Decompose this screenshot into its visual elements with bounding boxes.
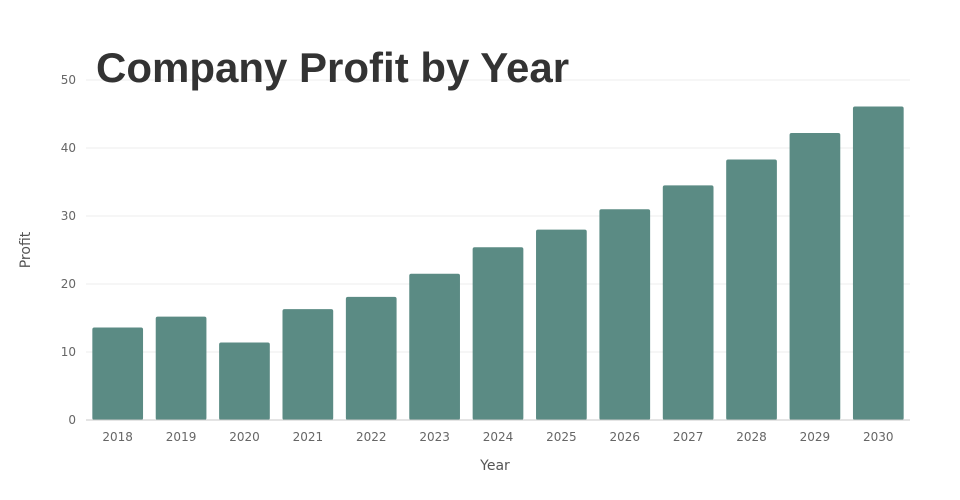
bar-2018 xyxy=(92,327,144,420)
x-tick-label: 2020 xyxy=(229,430,260,444)
x-tick-label: 2024 xyxy=(483,430,514,444)
x-tick-label: 2030 xyxy=(863,430,894,444)
bar-2030 xyxy=(852,106,904,421)
bar-2019 xyxy=(155,316,207,420)
x-tick-label: 2026 xyxy=(609,430,640,444)
x-axis-label: Year xyxy=(479,458,510,474)
y-tick-label: 0 xyxy=(68,413,76,427)
bar-2029 xyxy=(789,133,841,421)
x-axis-ticks: 2018 2019 2020 2021 2022 2023 2024 2025 2026 2027… xyxy=(102,430,893,444)
x-tick-label: 2021 xyxy=(293,430,324,444)
x-tick-label: 2023 xyxy=(419,430,450,444)
bar-2025 xyxy=(536,229,587,420)
x-tick-label: 2019 xyxy=(166,430,197,444)
bars xyxy=(92,106,904,421)
chart-title: Company Profit by Year xyxy=(96,44,569,91)
bar-2023 xyxy=(409,273,460,420)
bar-2027 xyxy=(662,185,714,420)
y-tick-label: 30 xyxy=(61,209,76,223)
bar-2026 xyxy=(599,209,651,420)
bar-2020 xyxy=(219,342,270,420)
x-tick-label: 2029 xyxy=(800,430,831,444)
y-axis-ticks: 0 10 20 30 40 50 xyxy=(61,73,76,427)
bar-2028 xyxy=(726,159,777,420)
bar-2021 xyxy=(282,309,334,420)
x-tick-label: 2022 xyxy=(356,430,387,444)
y-axis-label: Profit xyxy=(18,231,34,268)
x-tick-label: 2027 xyxy=(673,430,704,444)
y-tick-label: 10 xyxy=(61,345,76,359)
y-tick-label: 50 xyxy=(61,73,76,87)
x-tick-label: 2028 xyxy=(736,430,767,444)
bar-2022 xyxy=(345,296,397,420)
x-tick-label: 2025 xyxy=(546,430,577,444)
x-tick-label: 2018 xyxy=(102,430,133,444)
bar-2024 xyxy=(472,247,524,420)
y-tick-label: 20 xyxy=(61,277,76,291)
y-tick-label: 40 xyxy=(61,141,76,155)
